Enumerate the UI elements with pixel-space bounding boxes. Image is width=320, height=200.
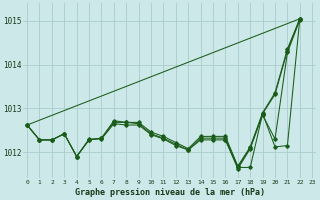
X-axis label: Graphe pression niveau de la mer (hPa): Graphe pression niveau de la mer (hPa) (75, 188, 265, 197)
